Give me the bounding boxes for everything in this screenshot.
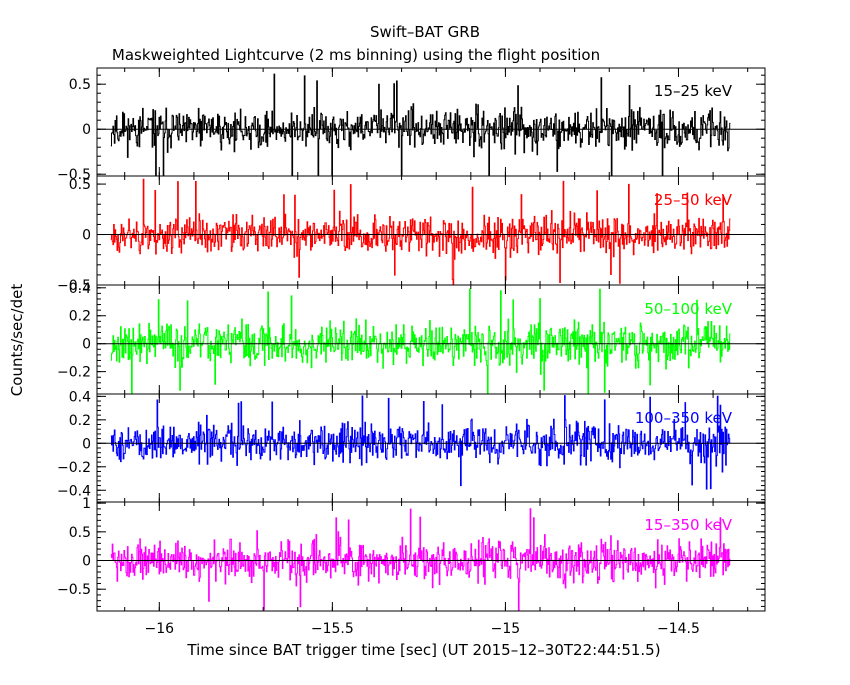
x-tick-label: −15 bbox=[491, 621, 521, 637]
series-label: 25–50 keV bbox=[654, 191, 733, 209]
y-tick-label: 0 bbox=[82, 436, 91, 452]
series-line bbox=[110, 73, 731, 176]
panel-1: −0.5 0 0.5 15–25 keV bbox=[57, 67, 766, 183]
y-tick-label: −0.5 bbox=[57, 278, 91, 294]
x-tick-label: −14.5 bbox=[657, 621, 700, 637]
x-tick-label: −15.5 bbox=[311, 621, 354, 637]
x-axis-label: Time since BAT trigger time [sec] (UT 20… bbox=[186, 641, 660, 659]
series-label: 50–100 keV bbox=[644, 300, 732, 318]
y-tick-label: 0.4 bbox=[69, 389, 91, 405]
panels-group: −0.5 0 0.5 15–25 keV −0.5 0 0.5 25–50 keV −0.2 0 0… bbox=[57, 67, 766, 637]
y-tick-label: 1 bbox=[82, 496, 91, 512]
panel-frame bbox=[96, 501, 766, 612]
series-label: 15–350 keV bbox=[644, 516, 732, 534]
panel-3: −0.2 0 0.2 0.4 50–100 keV bbox=[57, 281, 766, 395]
chart-title: Swift–BAT GRB bbox=[370, 23, 480, 41]
series-label: 15–25 keV bbox=[654, 82, 733, 100]
series-label: 100–350 keV bbox=[635, 409, 733, 427]
y-axis-label: Counts/sec/det bbox=[8, 284, 26, 397]
series-line bbox=[110, 395, 731, 490]
y-tick-label: 0 bbox=[82, 122, 91, 138]
y-tick-label: −0.2 bbox=[57, 365, 91, 381]
y-tick-label: 0.5 bbox=[69, 525, 91, 541]
panel-2: −0.5 0 0.5 25–50 keV bbox=[57, 175, 766, 294]
y-tick-label: 0.2 bbox=[69, 309, 91, 325]
panel-4: −0.4 −0.2 0 0.2 0.4 100–350 keV bbox=[57, 389, 766, 503]
y-tick-label: −0.4 bbox=[57, 483, 91, 499]
y-tick-label: 0 bbox=[82, 337, 91, 353]
y-tick-label: −0.5 bbox=[57, 582, 91, 598]
y-tick-label: 0 bbox=[82, 554, 91, 570]
series-line bbox=[110, 178, 731, 285]
series-line bbox=[110, 288, 731, 394]
y-tick-label: 0.2 bbox=[69, 413, 91, 429]
panel-5: −0.5 0 0.5 1 15–350 keV bbox=[57, 496, 766, 612]
y-tick-label: 0.4 bbox=[69, 281, 91, 297]
y-tick-label: 0.5 bbox=[69, 77, 91, 93]
y-tick-label: −0.2 bbox=[57, 460, 91, 476]
y-tick-label: −0.5 bbox=[57, 167, 91, 183]
chart-subtitle: Maskweighted Lightcurve (2 ms binning) u… bbox=[112, 46, 600, 64]
x-tick-label: −16 bbox=[145, 621, 175, 637]
y-tick-label: 0 bbox=[82, 228, 91, 244]
y-tick-label: 0.5 bbox=[69, 177, 91, 193]
